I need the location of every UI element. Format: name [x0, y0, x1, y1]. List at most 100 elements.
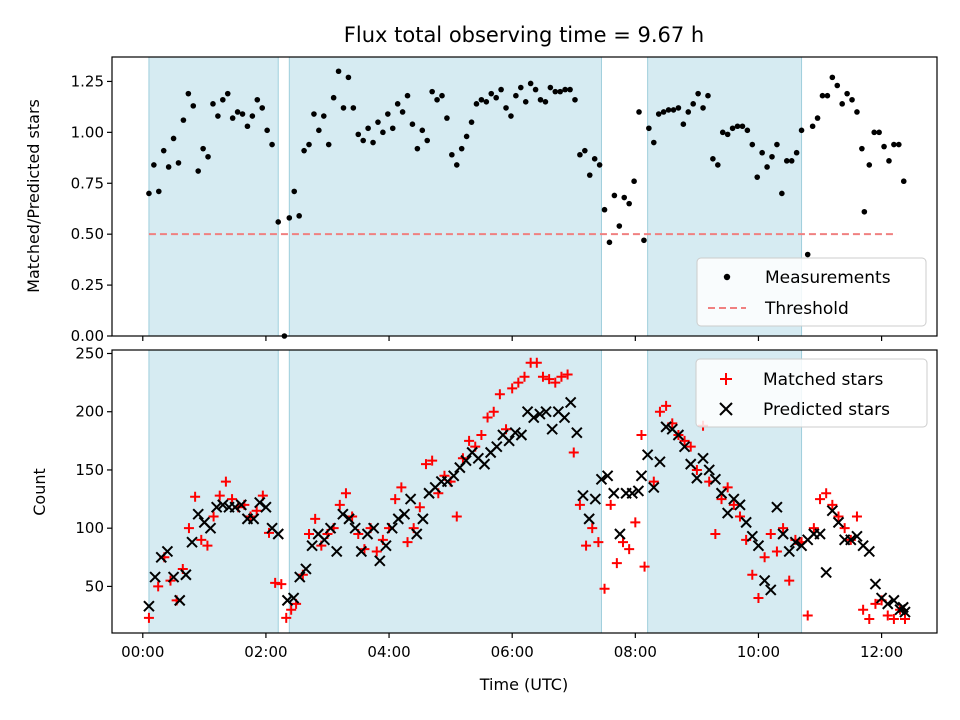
measurement-point [220, 96, 226, 103]
measurement-point [389, 125, 396, 132]
measurement-point [670, 107, 677, 113]
measurement-point [839, 101, 845, 107]
predicted-star-point [294, 571, 306, 583]
measurement-point [542, 99, 549, 105]
predicted-star-point [478, 458, 491, 470]
bottom-y-tick-label: 200 [75, 403, 104, 421]
predicted-star-point [287, 592, 300, 604]
measurement-point [829, 74, 836, 81]
measurement-point [311, 111, 317, 117]
matched-star-point [371, 546, 382, 557]
predicted-star-point [814, 528, 826, 540]
matched-star-point [196, 534, 207, 545]
matched-star-point [281, 612, 292, 623]
predicted-star-point [546, 423, 558, 435]
predicted-star-point [367, 522, 380, 534]
matched-star-point [550, 377, 561, 388]
bottom-x-tick-label: 04:00 [367, 643, 410, 661]
measurement-point [522, 99, 529, 105]
predicted-star-point [254, 496, 266, 509]
predicted-star-point [752, 539, 765, 552]
predicted-star-point [343, 513, 355, 525]
predicted-star-point [571, 426, 583, 439]
matched-star-point [427, 455, 438, 466]
bottom-x-axis-ticks: 00:00 02:00 04:00 06:00 08:00 10:00 12:00 [121, 633, 903, 661]
matched-star-point [821, 488, 832, 499]
measurements-legend-marker [723, 273, 731, 281]
predicted-star-point [324, 522, 337, 534]
matched-star-point [808, 523, 819, 534]
matched-star-point [574, 499, 585, 510]
measurement-point [572, 96, 578, 103]
measurement-point [453, 162, 460, 168]
predicted-star-point [161, 545, 174, 558]
matched-star-point [251, 505, 262, 516]
measurement-point [170, 135, 177, 142]
measurement-point [779, 190, 785, 197]
measurement-point [439, 92, 445, 99]
top-y-tick-label: 1.25 [71, 72, 104, 90]
bottom-x-tick-label: 00:00 [121, 643, 164, 661]
measurement-point [301, 147, 307, 154]
top-y-tick-label: 1.00 [71, 123, 104, 141]
matched-star-point [402, 537, 413, 548]
matched-star-point [618, 537, 629, 548]
predicted-star-point [528, 411, 540, 424]
predicted-star-point [832, 516, 845, 529]
measurement-point [503, 105, 509, 111]
matched-star-point [143, 612, 154, 623]
measurement-point [650, 139, 657, 146]
measurement-point [434, 96, 440, 103]
matched-star-point [270, 577, 281, 588]
matched-star-point [334, 499, 345, 510]
top-y-tick-label: 0.50 [71, 225, 104, 243]
matched-legend-label: Matched stars [763, 370, 883, 390]
top-y-axis-label: Matched/Predicted stars [24, 99, 43, 293]
measurement-point [783, 158, 790, 164]
measurement-point [224, 90, 231, 97]
measurement-point [380, 129, 386, 136]
measurement-point [900, 178, 907, 185]
top-panel: 0.00 0.25 0.50 0.75 1.00 1.25 Matched/Predict… [24, 56, 938, 345]
predicted-star-point [180, 569, 192, 581]
matched-star-point [531, 357, 542, 368]
predicted-star-point [392, 513, 404, 525]
measurements-legend-label: Measurements [765, 268, 891, 288]
predicted-star-point [174, 594, 186, 607]
matched-star-point [227, 494, 238, 505]
measurement-point [621, 194, 628, 201]
matched-star-point [581, 540, 592, 551]
predicted-star-point [167, 571, 180, 583]
measurement-point [239, 111, 246, 117]
measurement-point [286, 215, 293, 221]
matched-star-point [864, 614, 875, 625]
matched-star-point [630, 517, 641, 528]
predicted-star-point [789, 536, 802, 548]
matched-star-point [839, 523, 850, 534]
matched-star-point [870, 598, 881, 609]
predicted-star-point [149, 571, 161, 583]
measurement-point [269, 141, 275, 148]
predicted-star-point [460, 454, 472, 467]
measurement-point [463, 133, 470, 140]
measurement-point [345, 74, 352, 81]
measurement-point [586, 172, 593, 178]
measurement-point [335, 68, 342, 75]
matched-star-point [710, 529, 721, 540]
measurement-point [675, 105, 682, 111]
predicted-star-point [601, 470, 614, 482]
measurement-point [419, 127, 426, 134]
predicted-star-point [703, 464, 715, 476]
predicted-star-point [417, 513, 429, 525]
top-y-tick-label: 0.75 [71, 174, 104, 192]
predicted-star-point [648, 481, 660, 494]
measurement-point [409, 121, 416, 128]
predicted-star-point [447, 470, 460, 482]
bottom-x-tick-label: 12:00 [860, 643, 903, 661]
measurement-point [478, 96, 485, 103]
measurement-point [296, 213, 302, 219]
measurement-point [165, 164, 172, 170]
measurement-point [552, 88, 559, 95]
predicted-star-point [281, 594, 294, 607]
predicted-star-point [318, 534, 331, 546]
